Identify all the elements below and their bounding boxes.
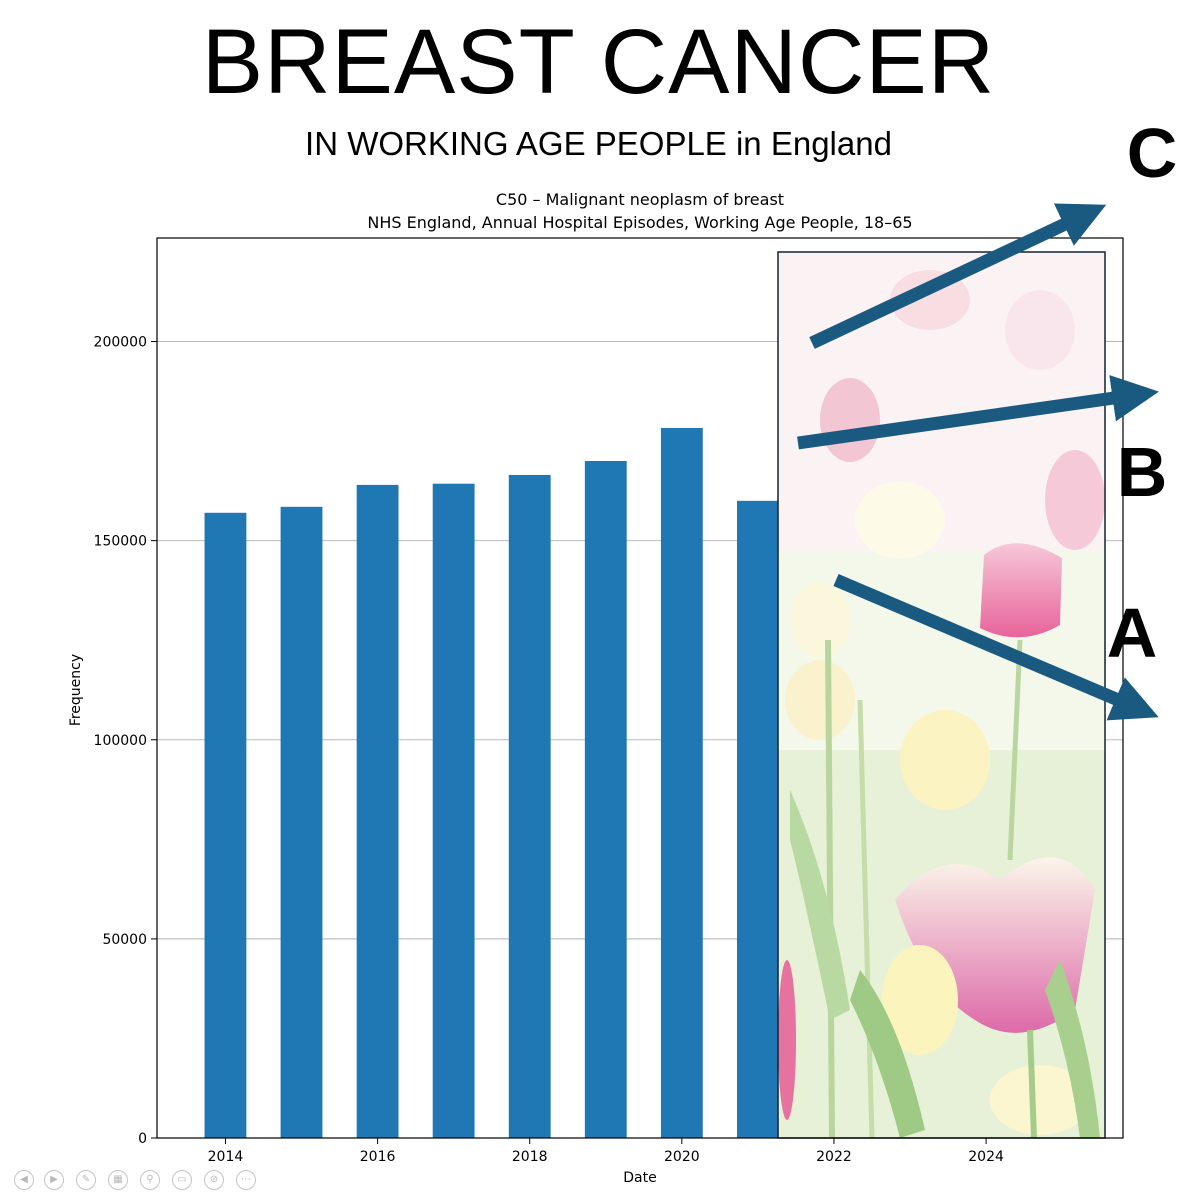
y-axis-label: Frequency [68,654,84,726]
label-c: C [1127,114,1178,192]
x-tick-label: 2020 [664,1149,700,1165]
y-tick-label: 100000 [94,733,147,749]
subtitles-icon[interactable]: ▭ [172,1170,192,1190]
slide-headline: BREAST CANCER [201,11,996,113]
y-tick-label: 0 [138,1131,147,1147]
bar-2018 [508,474,551,1138]
bar-2020 [660,427,703,1138]
x-tick-label: 2016 [360,1149,396,1165]
chart-title: C50 – Malignant neoplasm of breast [496,190,784,209]
tulip-photo-panel [777,251,1106,1139]
chart-subtitle: NHS England, Annual Hospital Episodes, W… [367,213,912,232]
slide-subheadline: IN WORKING AGE PEOPLE in England [305,125,892,162]
label-b: B [1117,433,1168,511]
slides-icon[interactable]: ▦ [108,1170,128,1190]
more-icon[interactable]: ⋯ [236,1170,256,1190]
bar-2015 [280,506,323,1138]
label-a: A [1107,594,1158,672]
x-tick-label: 2024 [968,1149,1004,1165]
no-pointer-icon[interactable]: ⊘ [204,1170,224,1190]
bar-2017 [432,483,475,1138]
y-axis-ticks: 0 50000 100000 150000 200000 [94,335,157,1147]
bar-2019 [584,461,627,1138]
x-tick-label: 2014 [208,1149,244,1165]
x-tick-label: 2018 [512,1149,548,1165]
arrow-a [833,574,1159,721]
x-axis-label: Date [623,1170,656,1186]
y-tick-label: 50000 [102,932,147,948]
arrow-c [809,203,1107,349]
x-axis-ticks: 2014 2016 2018 2020 2022 2024 [208,1138,1004,1165]
x-tick-label: 2022 [816,1149,852,1165]
bar-2016 [356,484,399,1138]
zoom-icon[interactable]: ⚲ [140,1170,160,1190]
previous-icon[interactable]: ◀ [14,1170,34,1190]
arrow-b [797,375,1159,450]
next-icon[interactable]: ▶ [44,1170,64,1190]
pen-icon[interactable]: ✎ [76,1170,96,1190]
y-tick-label: 150000 [94,534,147,550]
bars [204,427,779,1138]
y-tick-label: 200000 [94,335,147,351]
bar-2021 [736,500,779,1138]
bar-2014 [204,512,247,1138]
